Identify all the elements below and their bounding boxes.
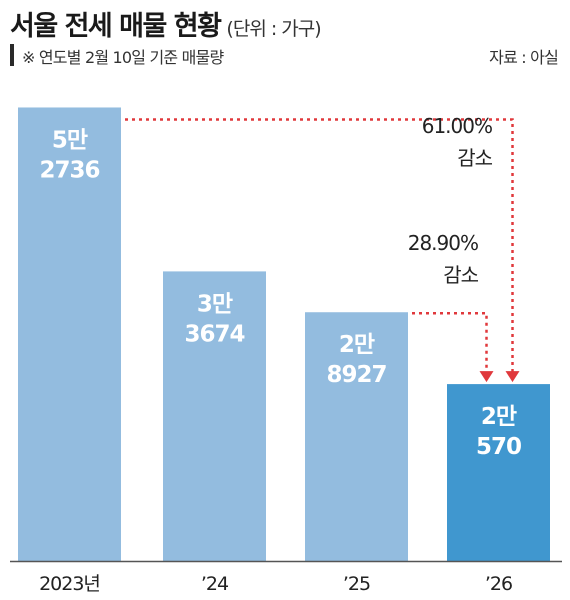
bar-value-label-3-0: 2만 (481, 404, 517, 430)
bar-value-label-3-1: 570 (476, 434, 521, 460)
x-tick-label-2: ’25 (343, 573, 370, 595)
x-tick-label-1: ’24 (201, 573, 229, 595)
decline-arrow-head-1 (505, 371, 520, 383)
decline-arrow-line-1 (125, 118, 514, 373)
x-tick-label-0: 2023년 (39, 573, 100, 595)
bar-value-label-0-0: 5만 (52, 127, 88, 153)
title-block: 서울 전세 매물 현황 (단위 : 가구) (10, 4, 322, 43)
chart-title: 서울 전세 매물 현황 (10, 11, 222, 42)
note-marker (10, 44, 14, 66)
bar-0 (18, 107, 121, 561)
annotation-2-label: 감소 (443, 263, 478, 287)
decline-arrow-head-2 (479, 371, 494, 383)
bar-1 (163, 271, 266, 561)
bar-value-label-1-1: 3674 (184, 321, 244, 347)
annotation-2-percent: 28.90% (408, 231, 478, 255)
bar-2 (305, 312, 408, 561)
annotation-1-label: 감소 (457, 146, 492, 170)
x-tick-label-3: ’26 (485, 573, 512, 595)
source-label: 자료 : 아실 (489, 48, 559, 67)
bar-3 (447, 384, 550, 561)
decline-arrow-line-2 (412, 311, 488, 373)
chart-note: ※ 연도별 2월 10일 기준 매물량 (22, 48, 224, 67)
bar-value-label-2-1: 8927 (326, 362, 386, 388)
bar-value-label-2-0: 2만 (339, 332, 375, 358)
annotation-1-percent: 61.00% (422, 114, 492, 138)
bar-value-label-1-0: 3만 (197, 291, 233, 317)
bar-value-label-0-1: 2736 (39, 157, 99, 183)
unit-label: (단위 : 가구) (226, 18, 321, 40)
